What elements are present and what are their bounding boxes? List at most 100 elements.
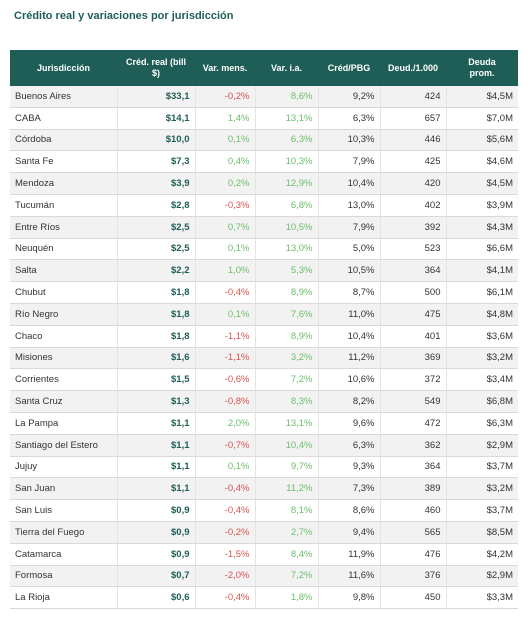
value-cell: 476	[379, 543, 446, 566]
value-cell: $1,1	[116, 412, 195, 435]
value-cell: $1,1	[116, 477, 195, 501]
jurisdiction-cell: Formosa	[10, 565, 117, 588]
jurisdiction-cell: Santiago del Estero	[10, 434, 117, 457]
value-cell: $1,5	[116, 368, 195, 392]
jurisdiction-cell: Río Negro	[10, 303, 117, 326]
value-cell: 10,5%	[317, 259, 380, 283]
value-cell: 7,2%	[254, 565, 318, 588]
data-table: Jurisdicción Créd. real (bill $) Var. me…	[10, 50, 518, 610]
value-cell: 369	[379, 347, 446, 370]
value-cell: 7,2%	[254, 368, 318, 392]
value-cell: 1,0%	[194, 259, 255, 283]
value-cell: $0,6	[116, 586, 195, 610]
table-row: Tierra del Fuego $0,9 -0,2% 2,7% 9,4% 565 $8,5…	[10, 521, 518, 544]
value-cell: 376	[379, 565, 446, 588]
jurisdiction-cell: Buenos Aires	[10, 86, 117, 108]
value-cell: 424	[379, 86, 446, 108]
value-cell: 10,3%	[317, 129, 380, 152]
value-cell: 2,7%	[254, 521, 318, 544]
page-title: Crédito real y variaciones por jurisdicc…	[14, 10, 234, 22]
value-cell: 10,6%	[317, 368, 380, 392]
value-cell: $5,6M	[445, 129, 518, 152]
jurisdiction-cell: La Rioja	[10, 586, 117, 610]
value-cell: $3,9M	[445, 194, 518, 217]
value-cell: 10,3%	[254, 150, 318, 174]
value-cell: $1,6	[116, 347, 195, 370]
value-cell: 9,7%	[254, 456, 318, 479]
value-cell: 425	[379, 150, 446, 174]
value-cell: $1,8	[116, 325, 195, 348]
value-cell: -0,4%	[194, 586, 255, 610]
value-cell: $0,9	[116, 521, 195, 544]
jurisdiction-cell: Santa Cruz	[10, 390, 117, 413]
jurisdiction-cell: Santa Fe	[10, 150, 117, 174]
value-cell: -2,0%	[194, 565, 255, 588]
value-cell: 8,7%	[317, 281, 380, 304]
value-cell: -0,2%	[194, 521, 255, 544]
value-cell: 5,3%	[254, 259, 318, 283]
value-cell: 6,8%	[254, 194, 318, 217]
jurisdiction-cell: Corrientes	[10, 368, 117, 392]
value-cell: 11,6%	[317, 565, 380, 588]
value-cell: $1,3	[116, 390, 195, 413]
table-row: Corrientes $1,5 -0,6% 7,2% 10,6% 372 $3,4M	[10, 368, 518, 392]
value-cell: $3,6M	[445, 325, 518, 348]
value-cell: $0,7	[116, 565, 195, 588]
table-row: Buenos Aires $33,1 -0,2% 8,6% 9,2% 424 $4,5M	[10, 86, 518, 108]
jurisdiction-cell: Tucumán	[10, 194, 117, 217]
value-cell: 6,3%	[317, 434, 380, 457]
header-cell: Deuda prom.	[446, 50, 518, 86]
value-cell: $4,2M	[445, 543, 518, 566]
table-row: Neuquén $2,5 0,1% 13,0% 5,0% 523 $6,6M	[10, 238, 518, 261]
value-cell: 13,0%	[317, 194, 380, 217]
value-cell: 364	[379, 456, 446, 479]
jurisdiction-cell: San Juan	[10, 477, 117, 501]
header-row: Jurisdicción Créd. real (bill $) Var. me…	[10, 50, 518, 86]
value-cell: 10,4%	[317, 325, 380, 348]
value-cell: $3,2M	[445, 347, 518, 370]
value-cell: 5,0%	[317, 238, 380, 261]
value-cell: $1,8	[116, 303, 195, 326]
value-cell: 523	[379, 238, 446, 261]
value-cell: $6,8M	[445, 390, 518, 413]
value-cell: -1,1%	[194, 347, 255, 370]
value-cell: -1,5%	[194, 543, 255, 566]
value-cell: -0,4%	[194, 499, 255, 522]
value-cell: -0,6%	[194, 368, 255, 392]
value-cell: 9,8%	[317, 586, 380, 610]
jurisdiction-cell: Jujuy	[10, 456, 117, 479]
value-cell: -0,2%	[194, 86, 255, 108]
value-cell: 8,6%	[317, 499, 380, 522]
value-cell: 0,1%	[194, 456, 255, 479]
value-cell: 9,6%	[317, 412, 380, 435]
jurisdiction-cell: San Luis	[10, 499, 117, 522]
table-row: Chubut $1,8 -0,4% 8,9% 8,7% 500 $6,1M	[10, 281, 518, 304]
table-row: San Juan $1,1 -0,4% 11,2% 7,3% 389 $3,2M	[10, 477, 518, 501]
value-cell: $4,8M	[445, 303, 518, 326]
jurisdiction-cell: CABA	[10, 107, 117, 130]
value-cell: $7,0M	[445, 107, 518, 130]
value-cell: $1,8	[116, 281, 195, 304]
value-cell: 0,1%	[194, 303, 255, 326]
value-cell: -0,3%	[194, 194, 255, 217]
value-cell: 362	[379, 434, 446, 457]
value-cell: 13,0%	[254, 238, 318, 261]
value-cell: 420	[379, 172, 446, 195]
value-cell: 364	[379, 259, 446, 283]
value-cell: $3,4M	[445, 368, 518, 392]
value-cell: $3,3M	[445, 586, 518, 610]
value-cell: $1,1	[116, 456, 195, 479]
value-cell: 1,8%	[254, 586, 318, 610]
value-cell: 8,3%	[254, 390, 318, 413]
value-cell: $6,6M	[445, 238, 518, 261]
value-cell: 8,4%	[254, 543, 318, 566]
value-cell: $2,8	[116, 194, 195, 217]
value-cell: 0,7%	[194, 216, 255, 239]
value-cell: $3,7M	[445, 456, 518, 479]
table-row: Mendoza $3,9 0,2% 12,9% 10,4% 420 $4,5M	[10, 172, 518, 195]
value-cell: 10,4%	[317, 172, 380, 195]
table-row: Jujuy $1,1 0,1% 9,7% 9,3% 364 $3,7M	[10, 456, 518, 479]
value-cell: $4,5M	[445, 86, 518, 108]
value-cell: 11,9%	[317, 543, 380, 566]
